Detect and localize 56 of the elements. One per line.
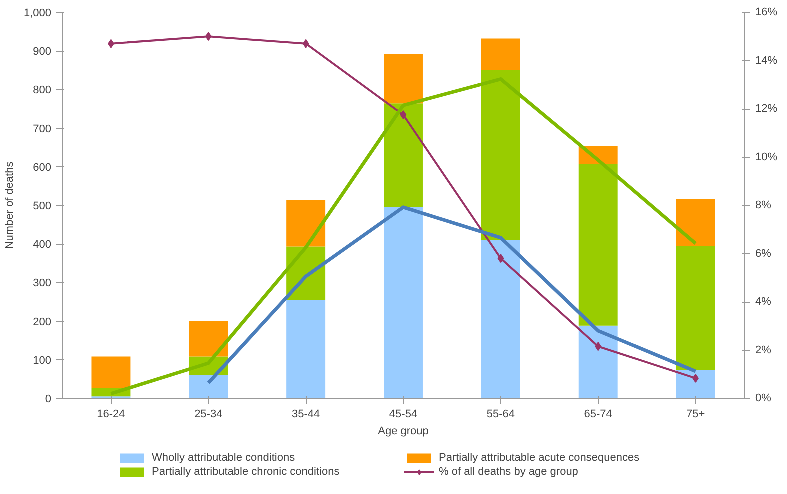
y2-tick-label: 6% xyxy=(756,248,772,260)
bar xyxy=(92,356,131,388)
y-tick-label: 1,000 xyxy=(24,8,52,20)
y2-tick-label: 2% xyxy=(756,344,772,356)
x-tick-label: 16-24 xyxy=(97,408,126,420)
bar xyxy=(481,38,520,70)
y-tick-label: 600 xyxy=(33,162,52,174)
y-tick-label: 700 xyxy=(33,123,52,136)
y2-tick-label: 8% xyxy=(756,200,772,212)
legend-label: Wholly attributable conditions xyxy=(152,452,296,464)
y-axis-title: Number of deaths xyxy=(4,161,16,250)
bar xyxy=(189,321,228,357)
x-tick-label: 65-74 xyxy=(584,408,612,420)
point xyxy=(498,254,504,264)
x-tick-label: 45-54 xyxy=(389,408,418,420)
y2-tick-label: 4% xyxy=(756,296,772,308)
legend-label: % of all deaths by age group xyxy=(439,466,580,478)
bar xyxy=(578,326,618,398)
bar xyxy=(481,70,520,240)
y-tick-label: 0 xyxy=(45,394,52,406)
bar xyxy=(286,200,326,247)
bar xyxy=(384,104,423,208)
y-tick-label: 500 xyxy=(33,200,52,212)
bar xyxy=(189,375,228,398)
x-tick-label: 75+ xyxy=(686,408,706,420)
y-tick-label: 100 xyxy=(33,354,52,367)
y-tick-label: 200 xyxy=(33,316,52,328)
bar xyxy=(384,207,423,398)
x-axis-title: Age group xyxy=(378,426,429,438)
line-series xyxy=(109,78,698,396)
point xyxy=(302,39,310,48)
y2-tick-label: 10% xyxy=(756,151,778,164)
x-tick-label: 25-34 xyxy=(194,408,223,420)
y2-tick-label: 14% xyxy=(756,54,778,67)
y-tick-label: 800 xyxy=(33,84,52,97)
bar xyxy=(286,300,326,398)
y2-tick-label: 0% xyxy=(756,392,772,404)
y-tick-label: 900 xyxy=(33,46,52,58)
point xyxy=(205,32,212,42)
y2-tick-label: 12% xyxy=(756,103,778,115)
line-series xyxy=(206,206,698,385)
legend-label: Partially attributable chronic conditions xyxy=(152,466,341,478)
bar xyxy=(676,246,716,370)
y-tick-label: 400 xyxy=(33,239,52,252)
x-tick-label: 55-64 xyxy=(486,408,515,420)
y2-tick-label: 16% xyxy=(756,6,778,18)
bar xyxy=(481,240,520,398)
point xyxy=(400,110,407,120)
bar xyxy=(676,370,716,398)
legend-label: Partially attributable acute consequences xyxy=(439,452,641,464)
bar xyxy=(676,198,716,246)
bar xyxy=(578,164,618,326)
point xyxy=(595,342,602,352)
x-tick-label: 35-44 xyxy=(292,408,320,420)
bar xyxy=(384,54,423,104)
y-tick-label: 300 xyxy=(33,278,52,290)
